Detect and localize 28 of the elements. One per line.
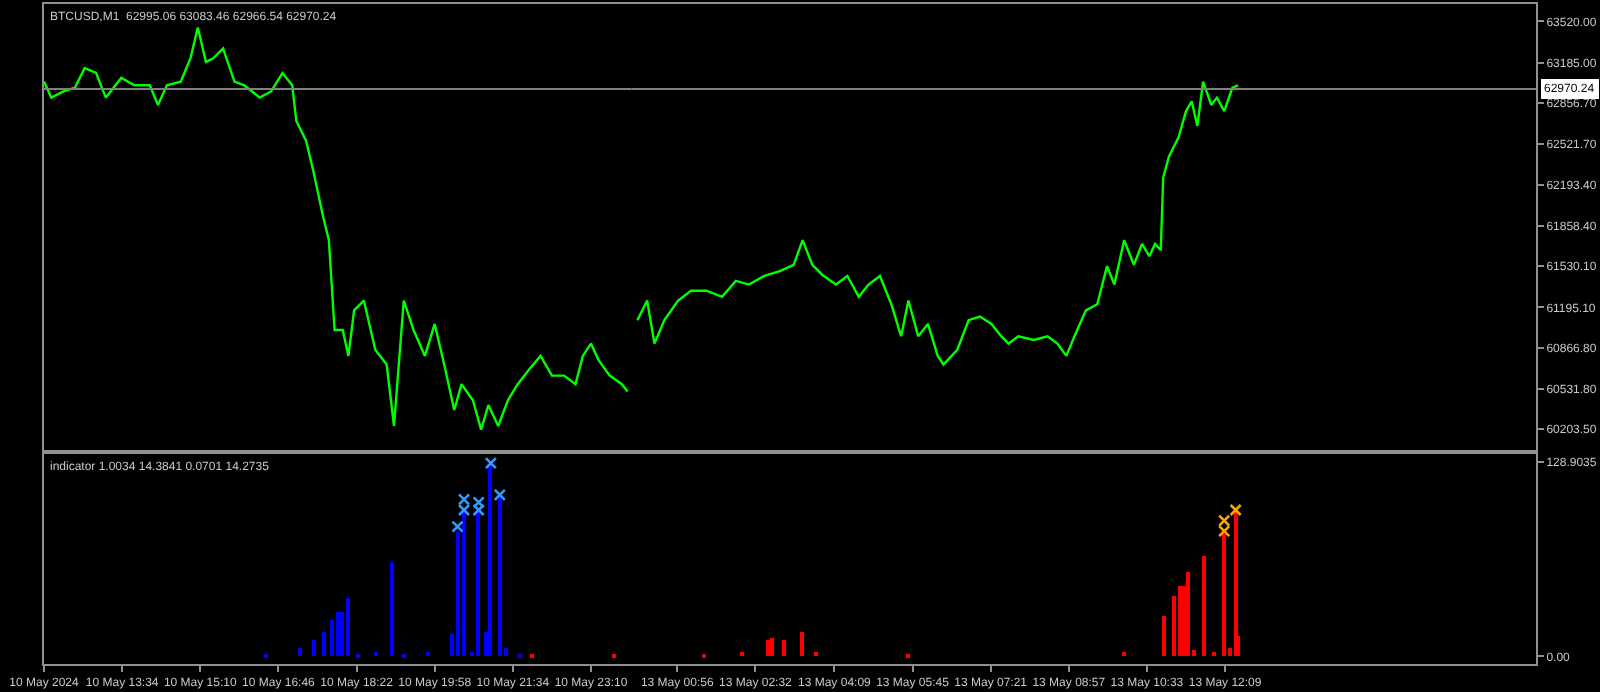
bar [781, 640, 786, 657]
bar [298, 648, 302, 657]
bar [1161, 616, 1166, 657]
bar [1177, 586, 1182, 657]
line-series [636, 80, 1240, 366]
bar [769, 638, 774, 657]
point [1229, 503, 1242, 517]
bar [312, 640, 316, 657]
bar [336, 612, 340, 657]
bar [1233, 512, 1238, 657]
point [493, 488, 507, 502]
bar [799, 632, 804, 657]
bar [476, 510, 480, 657]
bar [1201, 556, 1206, 657]
point [1217, 514, 1231, 527]
bar [498, 494, 502, 657]
bar [1221, 534, 1226, 657]
bar [1185, 572, 1190, 657]
bar [390, 562, 394, 657]
bar [765, 640, 770, 657]
bar [322, 632, 326, 657]
bar [346, 598, 350, 657]
bar [330, 620, 334, 657]
point [1217, 524, 1231, 538]
point [484, 456, 498, 470]
bar [462, 512, 466, 657]
bar [488, 464, 492, 657]
point [451, 520, 464, 533]
